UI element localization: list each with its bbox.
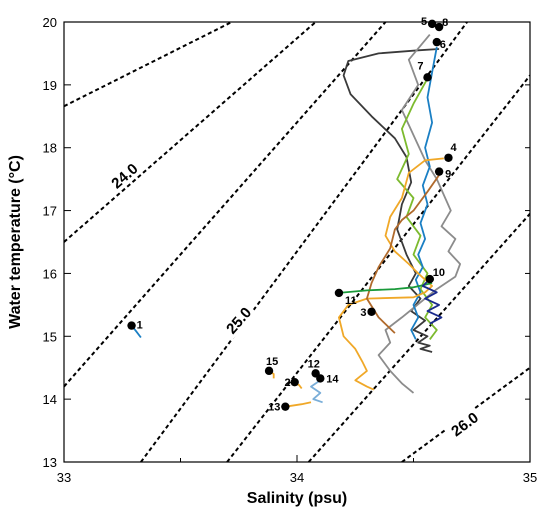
isopycnal-label-bg (444, 405, 484, 442)
station-marker (434, 22, 444, 32)
station-label: 9 (445, 169, 451, 181)
station-marker (434, 167, 444, 176)
x-tick-label: 33 (57, 470, 71, 485)
profile-line (410, 46, 438, 340)
y-tick-label: 13 (43, 455, 57, 470)
y-axis-title: Water temperature (°C) (7, 155, 24, 329)
station-marker (290, 377, 299, 387)
station-label: 7 (417, 60, 423, 72)
isopycnal-label-bg (219, 300, 257, 340)
y-tick-label: 20 (43, 15, 57, 30)
station-marker (423, 73, 432, 82)
profile-line (421, 278, 443, 325)
profile-line (338, 282, 433, 294)
isopycnal-line (140, 22, 468, 462)
station-marker (127, 321, 136, 330)
profile-line (377, 34, 462, 394)
station-marker (316, 374, 325, 383)
y-tick-label: 17 (43, 204, 57, 219)
station-marker (334, 288, 344, 298)
station-label: 6 (440, 39, 446, 51)
y-tick-label: 19 (43, 78, 57, 93)
profile-line (285, 401, 312, 408)
station-label: 13 (268, 402, 280, 414)
station-label: 3 (360, 307, 366, 319)
y-tick-label: 16 (43, 266, 57, 281)
station-label: 2 (285, 377, 291, 389)
station-marker (264, 366, 274, 376)
y-tick-label: 15 (43, 329, 57, 344)
profile-line (342, 48, 440, 353)
station-marker (425, 274, 435, 284)
station-label: 12 (308, 358, 320, 370)
plot-frame (63, 21, 531, 463)
y-tick-label: 18 (43, 141, 57, 156)
x-tick-label: 35 (523, 470, 537, 485)
station-marker (444, 153, 453, 162)
profile-line (337, 157, 444, 391)
x-axis-title: Salinity (psu) (247, 490, 347, 507)
profile-lines (130, 34, 462, 408)
station-label: 8 (442, 17, 448, 29)
isopycnal-lines (64, 22, 530, 462)
station-label: 1 (137, 320, 143, 332)
station-label: 11 (345, 295, 357, 307)
profile-line (365, 171, 443, 334)
station-label: 14 (326, 373, 339, 385)
station-marker (367, 307, 376, 316)
profile-line (396, 78, 438, 340)
isopycnal-line (64, 22, 317, 243)
station-label: 15 (266, 356, 278, 368)
station-label: 10 (433, 267, 445, 279)
x-tick-label: 34 (290, 470, 304, 485)
isopycnal-label-bg (104, 156, 144, 194)
station-marker (432, 37, 441, 47)
y-tick-label: 14 (43, 392, 57, 407)
station-marker (281, 402, 290, 411)
station-label: 4 (450, 142, 457, 154)
isopycnal-line (64, 22, 233, 108)
